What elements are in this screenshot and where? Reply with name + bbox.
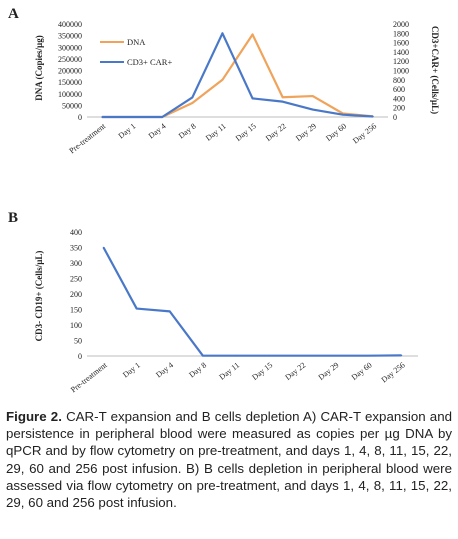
series-b-cells-point: [168, 310, 171, 313]
x-tick-label: Day 4: [147, 121, 168, 140]
panel-b-axis-title: CD3- CD19+ (Cells/µL): [34, 251, 44, 342]
caption-label: Figure 2.: [6, 409, 62, 424]
x-tick-label: Day 29: [317, 360, 341, 381]
y-right-tick-label: 800: [393, 76, 405, 85]
series-car-point: [342, 113, 344, 116]
series-car-point: [101, 116, 103, 118]
series-car-line: [102, 32, 374, 119]
y-tick-label: 200: [70, 290, 82, 299]
series-b-cells-point: [400, 354, 403, 357]
series-b-cells-line: [102, 246, 402, 357]
legend-label-dna: DNA: [127, 37, 146, 47]
x-tick-label: Pre-treatment: [69, 360, 109, 394]
panel-b-series: [102, 246, 403, 357]
y-left-tick-label: 150000: [58, 78, 82, 87]
series-car-point: [281, 100, 284, 103]
x-tick-label: Day 1: [121, 360, 142, 379]
series-b-cells-point: [367, 354, 370, 357]
x-tick-label: Day 4: [154, 360, 175, 379]
series-dna-point: [221, 79, 224, 81]
series-dna-point: [311, 95, 314, 97]
y-right-tick-label: 1400: [393, 48, 409, 57]
y-left-tick-label: 200000: [58, 67, 82, 76]
x-tick-label: Day 29: [294, 121, 318, 142]
x-tick-label: Day 256: [351, 121, 378, 145]
panel-a-axes: 0 50000 100000 150000 200000 250000 300000 3500…: [58, 20, 409, 155]
series-b-cells-point: [301, 354, 303, 357]
series-car-point: [161, 116, 164, 118]
figure-caption: Figure 2. CAR-T expansion and B cells de…: [6, 408, 452, 511]
series-car-point: [372, 115, 374, 118]
y-right-tick-label: 600: [393, 85, 405, 94]
x-tick-label: Day 60: [350, 360, 374, 381]
y-tick-label: 300: [70, 259, 82, 268]
caption-text: CAR-T expansion and B cells depletion A)…: [6, 409, 452, 511]
series-dna-point: [281, 96, 284, 99]
y-tick-label: 250: [70, 275, 82, 284]
y-right-tick-label: 1800: [393, 29, 409, 38]
panel-b-label: B: [8, 210, 18, 226]
y-left-tick-label: 400000: [58, 20, 82, 29]
x-tick-label: Day 8: [187, 360, 208, 379]
series-b-cells-point: [235, 354, 237, 357]
figure: A DNA (Copies/µg) CD3+CAR+ (Cells/µL) 0 5…: [8, 6, 440, 394]
series-b-cells-point: [268, 354, 270, 357]
panel-a-series: [101, 32, 374, 119]
y-left-tick-label: 350000: [58, 32, 82, 41]
y-right-tick-label: 1200: [393, 57, 409, 66]
y-left-tick-label: 0: [78, 113, 82, 122]
y-right-tick-label: 0: [393, 113, 397, 122]
y-tick-label: 50: [74, 337, 82, 346]
series-dna-point: [251, 33, 254, 36]
y-left-tick-label: 250000: [58, 55, 82, 64]
panel-a-right-axis-title: CD3+CAR+ (Cells/µL): [430, 26, 440, 114]
y-left-tick-label: 100000: [58, 90, 82, 99]
series-car-point: [191, 96, 194, 99]
y-left-tick-label: 50000: [62, 101, 82, 110]
x-tick-label: Day 15: [250, 360, 274, 381]
x-tick-label: Day 60: [324, 121, 348, 142]
panel-a-left-axis-title: DNA (Copies/µg): [34, 35, 44, 100]
y-tick-label: 100: [70, 321, 82, 330]
y-right-tick-label: 1600: [393, 39, 409, 48]
panel-b-axes: 0 50 100 150 200 250 300 350 400 Pre-treatment Day…: [69, 228, 418, 394]
series-car-point: [251, 97, 254, 100]
y-left-tick-label: 300000: [58, 43, 82, 52]
series-car-point: [131, 116, 133, 118]
x-tick-label: Day 1: [117, 121, 138, 140]
series-car-point: [311, 108, 314, 111]
series-b-cells-point: [202, 354, 204, 357]
y-right-tick-label: 200: [393, 104, 405, 113]
y-tick-label: 150: [70, 306, 82, 315]
x-tick-label: Day 8: [177, 121, 198, 140]
legend-label-car: CD3+ CAR+: [127, 57, 172, 67]
y-tick-label: 0: [78, 352, 82, 361]
x-tick-label: Day 15: [234, 121, 258, 142]
y-tick-label: 400: [70, 228, 82, 237]
series-dna-point: [191, 102, 194, 104]
series-b-cells-point: [135, 307, 138, 310]
x-tick-label: Day 256: [380, 360, 407, 384]
y-tick-label: 350: [70, 244, 82, 253]
panel-a-legend: DNA CD3+ CAR+: [100, 37, 172, 67]
x-tick-label: Day 22: [283, 360, 307, 381]
x-tick-label: Day 11: [204, 121, 228, 142]
y-right-tick-label: 2000: [393, 20, 409, 29]
panel-a-label: A: [8, 6, 19, 22]
x-tick-label: Day 11: [217, 360, 241, 381]
x-tick-label: Day 22: [264, 121, 288, 142]
x-tick-label: Pre-treatment: [67, 121, 107, 155]
series-b-cells-point: [334, 354, 337, 357]
y-right-tick-label: 400: [393, 94, 405, 103]
series-b-cells-point: [102, 246, 105, 249]
series-car-point: [221, 32, 224, 35]
y-right-tick-label: 1000: [393, 67, 409, 76]
